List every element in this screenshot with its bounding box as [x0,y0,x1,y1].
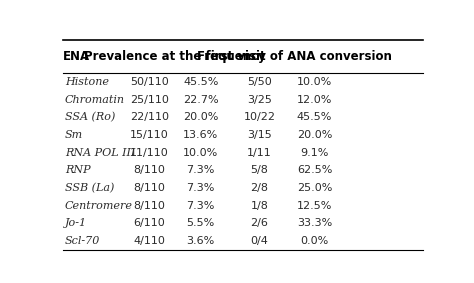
Text: 3/25: 3/25 [247,95,272,105]
Text: 5.5%: 5.5% [187,218,215,228]
Text: Histone: Histone [65,77,109,87]
Text: 15/110: 15/110 [130,130,169,140]
Text: Centromere: Centromere [65,201,133,211]
Text: 45.5%: 45.5% [297,112,332,122]
Text: 1/8: 1/8 [251,201,268,211]
Text: 45.5%: 45.5% [183,77,219,87]
Text: 11/110: 11/110 [130,148,169,158]
Text: 62.5%: 62.5% [297,165,332,175]
Text: Chromatin: Chromatin [65,95,125,105]
Text: 10/22: 10/22 [244,112,275,122]
Text: SSA (Ro): SSA (Ro) [65,112,115,123]
Text: 7.3%: 7.3% [186,165,215,175]
Text: Sm: Sm [65,130,83,140]
Text: 3.6%: 3.6% [187,236,215,246]
Text: 12.0%: 12.0% [297,95,332,105]
Text: 22/110: 22/110 [130,112,169,122]
Text: 0/4: 0/4 [251,236,268,246]
Text: 0.0%: 0.0% [301,236,328,246]
Text: SSB (La): SSB (La) [65,183,114,193]
Text: 5/8: 5/8 [251,165,268,175]
Text: 20.0%: 20.0% [183,112,219,122]
Text: 5/50: 5/50 [247,77,272,87]
Text: 12.5%: 12.5% [297,201,332,211]
Text: 33.3%: 33.3% [297,218,332,228]
Text: Frequency of ANA conversion: Frequency of ANA conversion [197,50,392,63]
Text: 8/110: 8/110 [133,201,165,211]
Text: 7.3%: 7.3% [186,201,215,211]
Text: 2/8: 2/8 [250,183,268,193]
Text: 7.3%: 7.3% [186,183,215,193]
Text: 20.0%: 20.0% [297,130,332,140]
Text: 25.0%: 25.0% [297,183,332,193]
Text: 2/6: 2/6 [251,218,268,228]
Text: 6/110: 6/110 [133,218,165,228]
Text: Prevalence at the first visit: Prevalence at the first visit [84,50,266,63]
Text: 8/110: 8/110 [133,183,165,193]
Text: 4/110: 4/110 [133,236,165,246]
Text: ENA: ENA [63,50,90,63]
Text: RNA POL III: RNA POL III [65,148,135,158]
Text: 9.1%: 9.1% [301,148,329,158]
Text: 3/15: 3/15 [247,130,272,140]
Text: 1/11: 1/11 [247,148,272,158]
Text: 22.7%: 22.7% [183,95,219,105]
Text: Scl-70: Scl-70 [65,236,100,246]
Text: 25/110: 25/110 [130,95,169,105]
Text: 13.6%: 13.6% [183,130,219,140]
Text: 10.0%: 10.0% [183,148,219,158]
Text: 10.0%: 10.0% [297,77,332,87]
Text: 50/110: 50/110 [130,77,169,87]
Text: Jo-1: Jo-1 [65,218,87,228]
Text: RNP: RNP [65,165,91,175]
Text: 8/110: 8/110 [133,165,165,175]
